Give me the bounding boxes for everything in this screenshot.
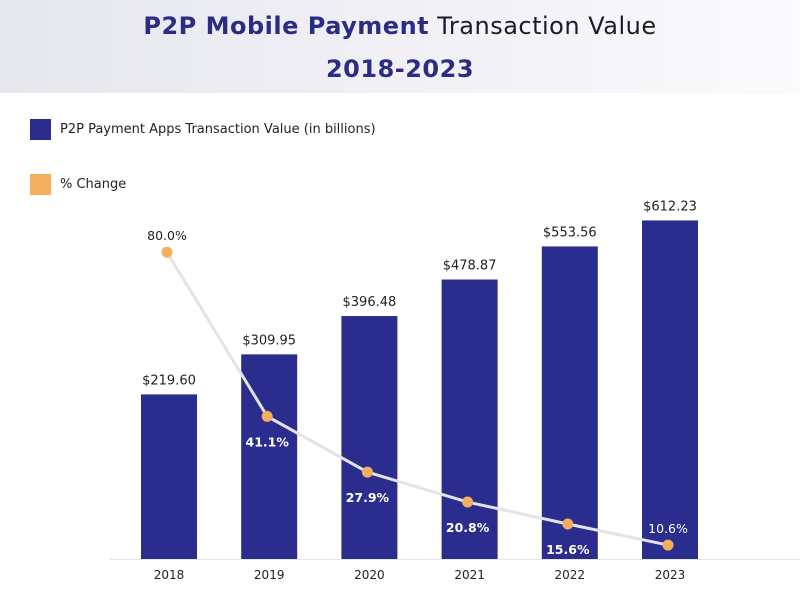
x-tick-label-2021: 2021 bbox=[454, 568, 485, 582]
legend-label-bars: P2P Payment Apps Transaction Value (in b… bbox=[60, 122, 376, 137]
percent-label-2019: 41.1% bbox=[246, 434, 290, 449]
legend-swatch-line bbox=[30, 174, 51, 195]
title-accent: P2P Mobile Payment bbox=[143, 12, 430, 40]
legend-label-line: % Change bbox=[60, 177, 127, 192]
legend-swatch-bars bbox=[30, 119, 51, 140]
bar-value-label-2019: $309.95 bbox=[242, 333, 296, 348]
percent-point-2021 bbox=[462, 496, 474, 508]
percent-point-2022 bbox=[562, 518, 574, 530]
bar-2020 bbox=[341, 316, 398, 559]
percent-point-2023 bbox=[662, 539, 674, 551]
chart-subtitle: 2018-2023 bbox=[325, 55, 475, 83]
percent-label-2023: 10.6% bbox=[648, 521, 688, 536]
bar-value-label-2021: $478.87 bbox=[443, 259, 497, 274]
bar-2018 bbox=[141, 394, 197, 559]
bar-value-label-2018: $219.60 bbox=[142, 373, 196, 388]
x-tick-label-2023: 2023 bbox=[655, 568, 686, 582]
x-tick-label-2022: 2022 bbox=[555, 568, 586, 582]
percent-point-2019 bbox=[261, 410, 273, 422]
percent-change-line bbox=[165, 251, 669, 547]
bar-2023 bbox=[642, 220, 698, 559]
title-rest: Transaction Value bbox=[437, 12, 657, 40]
x-tick-label-2018: 2018 bbox=[154, 568, 185, 582]
chart-title: P2P Mobile Payment Transaction Value bbox=[0, 12, 800, 40]
percent-label-2020: 27.9% bbox=[346, 490, 390, 505]
percent-point-2018 bbox=[161, 246, 173, 258]
percent-label-2022: 15.6% bbox=[546, 542, 590, 557]
x-tick-label-2020: 2020 bbox=[354, 568, 385, 582]
bar-value-label-2023: $612.23 bbox=[643, 199, 697, 214]
bar-2021 bbox=[441, 279, 498, 559]
header-band: P2P Mobile Payment Transaction Value 201… bbox=[0, 0, 800, 93]
bar-2022 bbox=[541, 246, 598, 559]
percent-label-2018: 80.0% bbox=[147, 228, 187, 243]
percent-point-2020 bbox=[361, 466, 373, 478]
bar-value-label-2022: $553.56 bbox=[543, 225, 597, 240]
bar-value-label-2020: $396.48 bbox=[343, 295, 397, 310]
percent-label-2021: 20.8% bbox=[446, 520, 490, 535]
x-tick-label-2019: 2019 bbox=[254, 568, 285, 582]
legend-item-line: % Change bbox=[30, 174, 126, 195]
legend-item-bars: P2P Payment Apps Transaction Value (in b… bbox=[30, 119, 376, 140]
